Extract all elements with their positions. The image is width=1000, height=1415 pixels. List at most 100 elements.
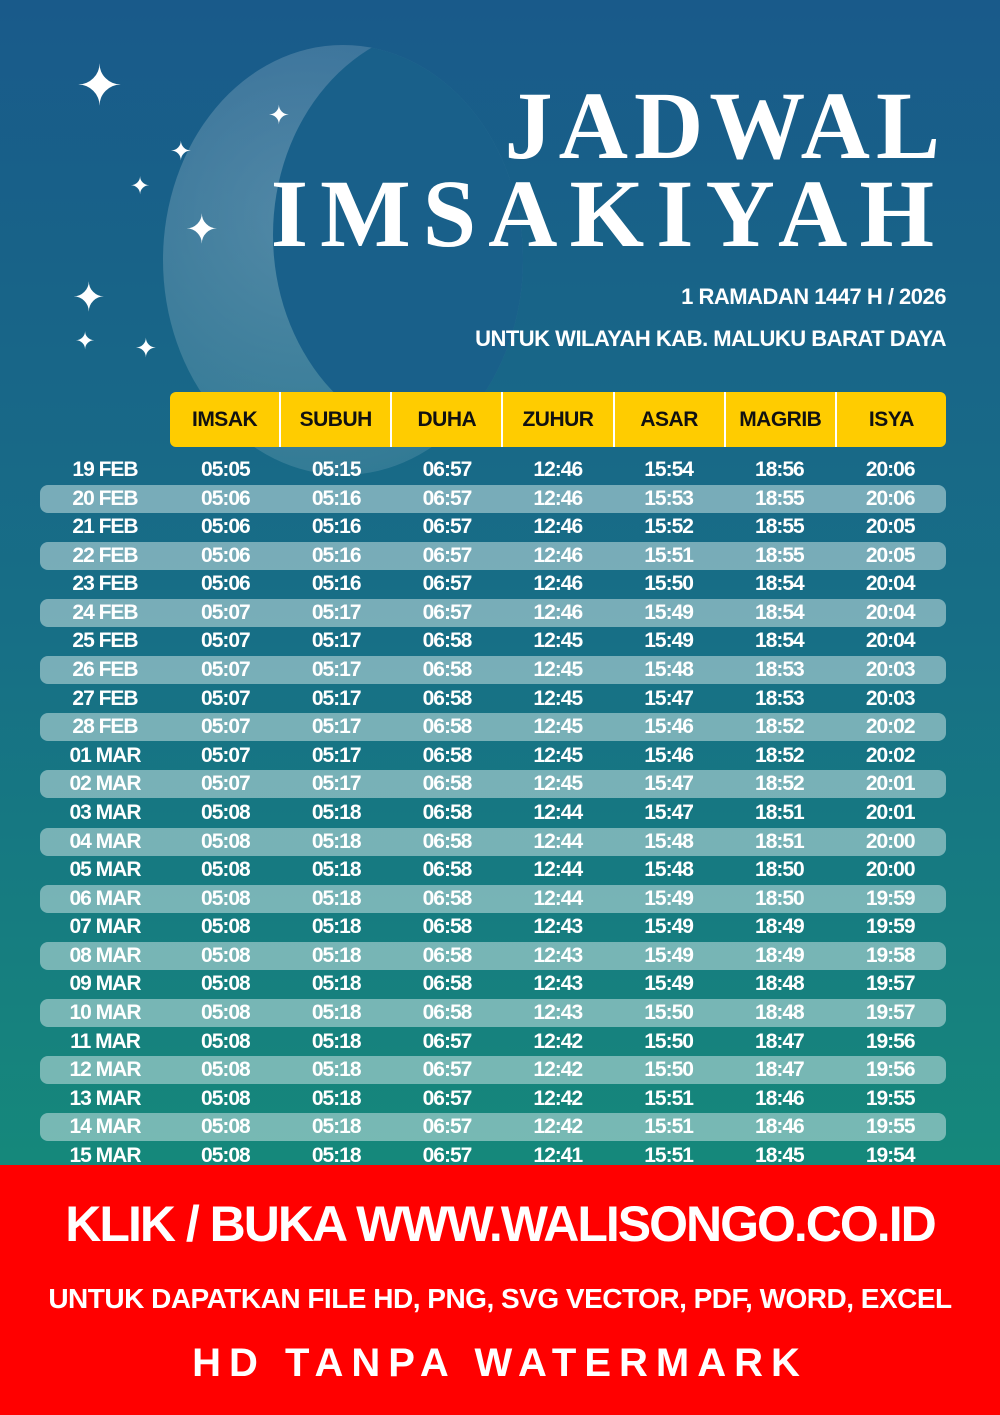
time-cell: 05:06 xyxy=(201,515,251,539)
time-cell: 06:58 xyxy=(422,886,473,910)
time-cell: 12:46 xyxy=(533,515,583,539)
time-cell: 18:52 xyxy=(755,715,805,739)
time-cell: 05:08 xyxy=(201,829,251,853)
column-header-label: ASAR xyxy=(640,407,698,431)
time-cell: 12:44 xyxy=(533,829,583,853)
time-cell: 06:58 xyxy=(422,915,473,939)
time-cell: 18:54 xyxy=(755,572,805,596)
star-icon: ✦ xyxy=(268,100,290,130)
table-row: 26 FEB 05:07 05:17 06:58 12:45 15:48 18:53 20:0… xyxy=(40,656,946,685)
date-cell: 06 MAR xyxy=(69,886,141,910)
title-line1: JADWAL xyxy=(504,72,946,179)
time-cell: 12:42 xyxy=(533,1029,583,1053)
time-cell: 05:07 xyxy=(201,743,251,767)
column-header-label: MAGRIB xyxy=(739,407,822,431)
table-row: 28 FEB 05:07 05:17 06:58 12:45 15:46 18:52 20:0… xyxy=(40,713,946,742)
time-cell: 15:53 xyxy=(644,486,694,510)
date-cell: 14 MAR xyxy=(69,1115,141,1139)
time-cell: 05:17 xyxy=(311,629,362,653)
time-cell: 15:50 xyxy=(644,1001,694,1025)
date-cell: 19 FEB xyxy=(72,458,138,481)
date-cell: 07 MAR xyxy=(69,915,141,939)
time-cell: 06:57 xyxy=(422,1029,473,1053)
banner-line3: HD TANPA WATERMARK xyxy=(192,1341,808,1385)
time-cell: 18:55 xyxy=(755,543,805,567)
time-cell: 06:58 xyxy=(422,943,473,967)
time-cell: 05:17 xyxy=(311,600,362,624)
time-cell: 15:49 xyxy=(644,600,694,624)
banner-line1: KLIK / BUKA WWW.WALISONGO.CO.ID xyxy=(65,1196,936,1252)
time-cell: 12:45 xyxy=(533,715,583,739)
time-cell: 20:06 xyxy=(865,486,916,510)
time-cell: 12:45 xyxy=(533,686,583,710)
time-cell: 15:48 xyxy=(644,829,694,853)
table-row: 05 MAR 05:08 05:18 06:58 12:44 15:48 18:50 20:0… xyxy=(40,856,946,884)
time-cell: 05:17 xyxy=(311,658,362,682)
column-header-label: DUHA xyxy=(417,407,477,431)
time-cell: 20:02 xyxy=(865,715,916,739)
time-cell: 15:46 xyxy=(644,743,694,767)
time-cell: 05:18 xyxy=(311,943,362,967)
time-cell: 15:51 xyxy=(644,1143,694,1167)
date-cell: 21 FEB xyxy=(72,515,138,539)
date-cell: 11 MAR xyxy=(70,1029,141,1053)
time-cell: 06:57 xyxy=(422,486,473,510)
star-icon: ✦ xyxy=(130,173,151,200)
table-row: 10 MAR 05:08 05:18 06:58 12:43 15:50 18:48 19:5… xyxy=(40,999,946,1028)
column-header-label: SUBUH xyxy=(299,407,373,431)
time-cell: 12:43 xyxy=(533,943,583,967)
subtitle-ramadan: 1 RAMADAN 1447 H / 2026 xyxy=(681,284,946,309)
time-cell: 06:58 xyxy=(422,743,473,767)
time-cell: 05:06 xyxy=(201,486,251,510)
time-cell: 05:16 xyxy=(311,486,362,510)
time-cell: 05:08 xyxy=(201,1029,251,1053)
time-cell: 19:56 xyxy=(865,1029,916,1053)
time-cell: 15:49 xyxy=(644,886,694,910)
table-row: 21 FEB 05:06 05:16 06:57 12:46 15:52 18:55 20:0… xyxy=(40,513,946,541)
time-cell: 05:17 xyxy=(311,772,362,796)
time-cell: 05:08 xyxy=(201,943,251,967)
table-header: IMSAK SUBUH DUHA ZUHUR ASAR MAGRIB ISYA xyxy=(170,392,946,447)
date-cell: 20 FEB xyxy=(72,486,138,510)
time-cell: 12:41 xyxy=(533,1143,583,1167)
date-cell: 09 MAR xyxy=(69,972,141,996)
time-cell: 15:46 xyxy=(644,715,694,739)
star-icon: ✦ xyxy=(75,328,96,355)
star-icon: ✦ xyxy=(76,54,123,117)
table-row: 08 MAR 05:08 05:18 06:58 12:43 15:49 18:49 19:5… xyxy=(40,941,946,970)
date-cell: 26 FEB xyxy=(72,658,138,682)
time-cell: 20:04 xyxy=(865,572,916,596)
time-cell: 18:51 xyxy=(755,800,805,824)
time-cell: 12:43 xyxy=(533,972,583,996)
time-cell: 20:02 xyxy=(865,743,916,767)
time-cell: 05:08 xyxy=(201,858,251,882)
date-cell: 13 MAR xyxy=(69,1086,141,1110)
promo-banner[interactable]: KLIK / BUKA WWW.WALISONGO.CO.ID UNTUK DA… xyxy=(0,1165,1000,1415)
table-row: 07 MAR 05:08 05:18 06:58 12:43 15:49 18:49 19:5… xyxy=(40,913,946,941)
table-row: 20 FEB 05:06 05:16 06:57 12:46 15:53 18:55 20:0… xyxy=(40,484,946,513)
time-cell: 06:58 xyxy=(422,858,473,882)
time-cell: 06:57 xyxy=(422,1115,473,1139)
time-cell: 19:55 xyxy=(865,1115,916,1139)
time-cell: 18:49 xyxy=(755,943,805,967)
time-cell: 20:05 xyxy=(865,543,916,567)
table-row: 19 FEB 05:05 05:15 06:57 12:46 15:54 18:56 20:0… xyxy=(40,456,946,484)
star-icon: ✦ xyxy=(135,333,157,363)
time-cell: 12:45 xyxy=(533,772,583,796)
time-cell: 05:07 xyxy=(201,629,251,653)
time-cell: 15:48 xyxy=(644,858,694,882)
time-cell: 20:05 xyxy=(865,515,916,539)
column-header: DUHA xyxy=(392,392,504,447)
table-row: 25 FEB 05:07 05:17 06:58 12:45 15:49 18:54 20:0… xyxy=(40,627,946,655)
time-cell: 05:18 xyxy=(311,972,362,996)
table-row: 04 MAR 05:08 05:18 06:58 12:44 15:48 18:51 20:0… xyxy=(40,827,946,856)
table-row: 22 FEB 05:06 05:16 06:57 12:46 15:51 18:55 20:0… xyxy=(40,541,946,570)
time-cell: 05:17 xyxy=(311,715,362,739)
time-cell: 15:48 xyxy=(644,658,694,682)
time-cell: 05:18 xyxy=(311,1058,362,1082)
table-row: 13 MAR 05:08 05:18 06:57 12:42 15:51 18:46 19:5… xyxy=(40,1085,946,1113)
column-header-label: ZUHUR xyxy=(522,407,594,431)
time-cell: 15:52 xyxy=(644,515,694,539)
time-cell: 05:08 xyxy=(201,915,251,939)
column-header-label: IMSAK xyxy=(191,407,258,431)
